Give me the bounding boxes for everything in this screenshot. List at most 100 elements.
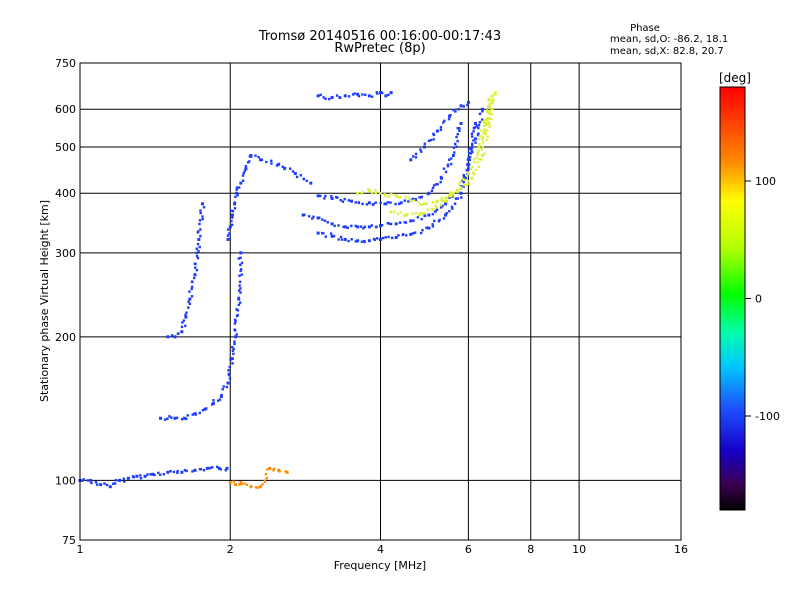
data-point (480, 118, 484, 121)
data-point (230, 209, 233, 213)
data-point (461, 179, 464, 182)
data-point (240, 482, 243, 486)
data-point (370, 224, 374, 227)
data-point (326, 221, 329, 224)
data-point (460, 196, 463, 199)
data-point (432, 133, 436, 137)
data-point (190, 280, 194, 283)
data-point (409, 219, 413, 223)
data-point (222, 385, 225, 388)
y-tick-label: 750 (55, 57, 76, 70)
data-point (305, 179, 308, 183)
data-point (441, 204, 444, 208)
data-point (240, 273, 243, 276)
data-point (347, 199, 351, 202)
data-point (488, 102, 491, 106)
data-point (469, 168, 473, 171)
data-point (423, 214, 427, 217)
data-point (477, 138, 480, 141)
chart-title: Tromsø 20140516 00:16:00-00:17:43 (258, 29, 501, 44)
data-point (434, 204, 437, 207)
data-point (330, 95, 334, 99)
data-point (307, 215, 311, 218)
y-tick-label: 100 (55, 474, 76, 487)
data-point (205, 407, 208, 410)
data-point (257, 155, 260, 159)
data-point (435, 208, 439, 212)
data-point (494, 91, 498, 95)
data-point (427, 139, 431, 143)
data-point (477, 132, 480, 135)
data-point (330, 222, 334, 226)
data-point (237, 186, 241, 189)
data-point (324, 235, 327, 238)
data-point (182, 319, 186, 322)
data-point (193, 468, 197, 472)
data-point (456, 197, 459, 200)
data-point (266, 468, 269, 471)
data-point (250, 155, 253, 158)
data-point (437, 220, 441, 223)
data-point (235, 308, 238, 311)
data-point (176, 469, 179, 473)
data-point (484, 122, 488, 126)
data-point (448, 194, 452, 198)
data-point (416, 200, 420, 203)
data-point (480, 158, 483, 161)
data-point (177, 332, 180, 335)
data-point (354, 224, 357, 228)
data-point (387, 195, 391, 198)
data-point (195, 251, 198, 255)
data-point (339, 198, 342, 202)
data-point (490, 108, 493, 111)
data-point (176, 471, 179, 475)
data-point (228, 480, 232, 484)
data-point (190, 295, 194, 298)
data-point (442, 217, 446, 220)
data-point (193, 262, 196, 266)
data-point (235, 188, 238, 191)
data-point (356, 239, 360, 243)
data-point (229, 358, 232, 361)
x-axis-ticks: 1 2 4 6 8 10 16 (77, 543, 689, 556)
y-tick-label: 400 (55, 187, 76, 200)
data-point (403, 221, 406, 224)
data-point (341, 200, 345, 203)
data-point (173, 335, 177, 339)
data-point (360, 192, 364, 195)
data-point (316, 231, 320, 235)
data-point (188, 297, 192, 301)
data-point (448, 196, 451, 199)
data-point (244, 167, 248, 171)
y-tick-label: 600 (55, 103, 76, 116)
data-point (411, 212, 415, 215)
data-point (233, 342, 236, 346)
data-point (249, 485, 253, 489)
data-point (477, 123, 481, 127)
data-point (353, 92, 356, 95)
data-point (333, 224, 336, 228)
data-point (411, 232, 415, 235)
colorbar-label: [deg] (719, 71, 751, 85)
data-point (404, 213, 408, 217)
data-point (484, 118, 488, 122)
data-point (414, 211, 418, 215)
x-tick-label: 4 (377, 543, 384, 556)
data-point (464, 176, 468, 179)
data-point (146, 473, 149, 476)
data-point (446, 163, 450, 166)
data-point (244, 165, 248, 168)
data-point (356, 92, 360, 96)
data-point (181, 321, 184, 324)
data-point (236, 309, 240, 312)
data-points (78, 91, 498, 489)
data-point (373, 238, 377, 242)
data-point (198, 222, 201, 226)
data-point (439, 204, 443, 207)
data-point (426, 208, 430, 211)
data-point (465, 183, 468, 187)
data-point (363, 240, 366, 244)
data-point (350, 224, 353, 228)
data-point (233, 318, 237, 321)
